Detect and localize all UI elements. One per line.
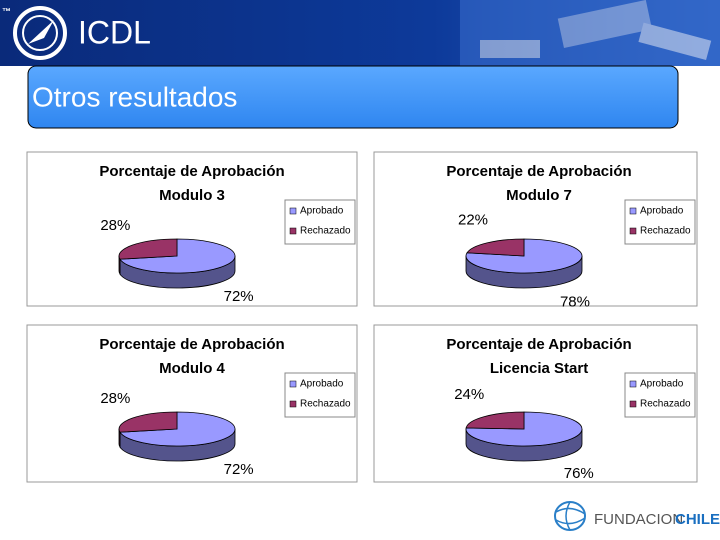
legend-label: Rechazado — [640, 226, 691, 237]
pie-slice — [118, 238, 178, 260]
chart-subtitle: Modulo 7 — [506, 187, 572, 204]
legend-swatch — [289, 227, 297, 235]
chart-subtitle: Modulo 3 — [159, 187, 225, 204]
data-label: 72% — [224, 461, 254, 478]
data-label: 28% — [100, 217, 130, 234]
legend-box — [284, 372, 356, 418]
header-logo-text: ICDL — [78, 14, 151, 50]
data-label: 28% — [100, 390, 130, 407]
chart-title: Porcentaje de Aprobación — [446, 163, 631, 180]
legend-box — [624, 199, 696, 245]
chart-subtitle: Modulo 4 — [159, 360, 225, 377]
pie-slice — [465, 238, 583, 274]
pie-slice — [465, 411, 525, 430]
legend-swatch — [629, 227, 637, 235]
chart-title: Porcentaje de Aprobación — [99, 336, 284, 353]
legend-swatch — [289, 207, 297, 215]
legend-label: Rechazado — [640, 399, 691, 410]
data-label: 72% — [224, 288, 254, 305]
legend-label: Rechazado — [300, 399, 351, 410]
data-label: 78% — [560, 294, 590, 311]
slide-title-box — [27, 65, 679, 129]
pie-slice — [118, 411, 178, 433]
header-graphic — [460, 0, 720, 66]
fundacion-logo — [554, 501, 586, 531]
pie-slice — [119, 411, 236, 447]
legend-label: Rechazado — [300, 226, 351, 237]
trademark: ™ — [2, 6, 11, 16]
legend-swatch — [629, 380, 637, 388]
legend-box — [284, 199, 356, 245]
chart-subtitle: Licencia Start — [490, 360, 588, 377]
data-label: 24% — [454, 386, 484, 403]
legend-label: Aprobado — [640, 206, 684, 217]
slide-title: Otros resultados — [32, 81, 237, 112]
legend-label: Aprobado — [300, 379, 344, 390]
icdl-logo — [13, 6, 67, 60]
pie-slice — [466, 238, 525, 257]
chart-title: Porcentaje de Aprobación — [99, 163, 284, 180]
footer-brand: CHILE — [675, 511, 720, 528]
footer-brand: FUNDACION — [594, 511, 683, 528]
legend-box — [624, 372, 696, 418]
data-label: 76% — [564, 465, 594, 482]
legend-swatch — [289, 380, 297, 388]
chart-title: Porcentaje de Aprobación — [446, 336, 631, 353]
legend-swatch — [629, 400, 637, 408]
legend-label: Aprobado — [300, 206, 344, 217]
legend-label: Aprobado — [640, 379, 684, 390]
pie-slice — [119, 238, 236, 274]
legend-swatch — [629, 207, 637, 215]
data-label: 22% — [458, 211, 488, 228]
legend-swatch — [289, 400, 297, 408]
